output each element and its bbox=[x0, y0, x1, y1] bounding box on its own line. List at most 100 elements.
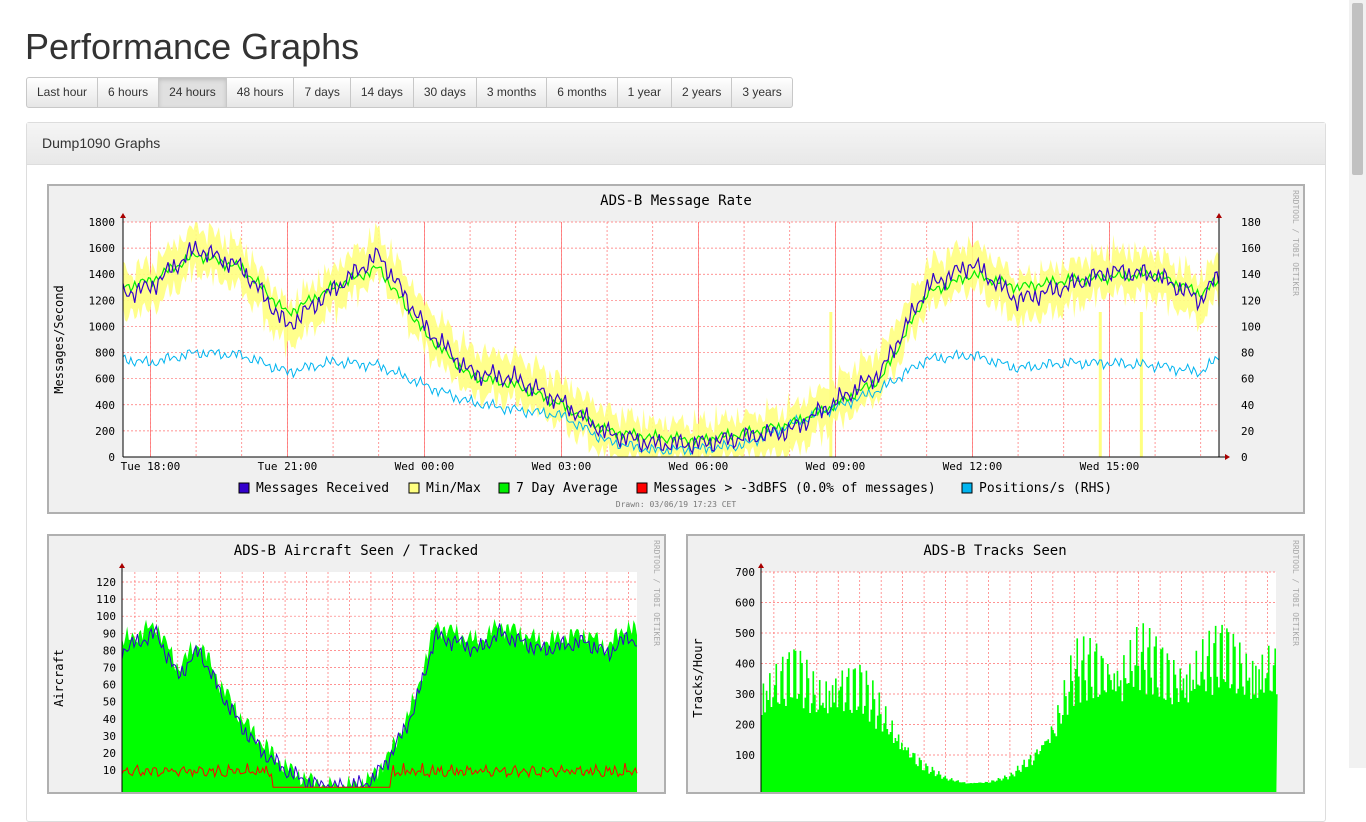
range-button-6-hours[interactable]: 6 hours bbox=[98, 78, 160, 107]
y2-tick-label: 40 bbox=[1241, 399, 1254, 412]
page-scrollbar[interactable] bbox=[1349, 0, 1366, 768]
range-button-7-days[interactable]: 7 days bbox=[294, 78, 351, 107]
minmax-dip bbox=[829, 312, 833, 457]
y-tick-label: 400 bbox=[735, 658, 755, 671]
y-tick-label: 300 bbox=[735, 688, 755, 701]
y-tick-label: 30 bbox=[103, 730, 116, 743]
time-range-button-group: Last hour 6 hours 24 hours 48 hours 7 days 14… bbox=[26, 77, 793, 108]
y2-tick-label: 80 bbox=[1241, 347, 1254, 360]
range-button-1-year[interactable]: 1 year bbox=[618, 78, 672, 107]
y-axis-label: Aircraft bbox=[52, 649, 66, 707]
y2-tick-label: 160 bbox=[1241, 242, 1261, 255]
aircraft-seen-chart: 10 20 30 40 50 60 70 80 90 100 110 120 ADS-B Aircraf… bbox=[52, 540, 661, 792]
range-button-14-days[interactable]: 14 days bbox=[351, 78, 414, 107]
scrollbar-thumb[interactable] bbox=[1352, 3, 1363, 175]
dump1090-graphs-panel: Dump1090 Graphs bbox=[26, 122, 1326, 822]
y2-tick-label: 120 bbox=[1241, 294, 1261, 307]
rrdtool-watermark: RRDTOOL / TOBI OETIKER bbox=[652, 540, 661, 646]
y-tick-label: 100 bbox=[735, 749, 755, 762]
legend-label: Messages Received bbox=[256, 481, 389, 496]
y-tick-label: 0 bbox=[108, 451, 115, 464]
chart-title: ADS-B Aircraft Seen / Tracked bbox=[234, 543, 478, 559]
y-tick-label: 600 bbox=[735, 597, 755, 610]
y-axis-arrow bbox=[758, 563, 764, 568]
y2-tick-label: 20 bbox=[1241, 425, 1254, 438]
minmax-dip bbox=[1139, 312, 1143, 457]
aircraft-seen-graph: 10 20 30 40 50 60 70 80 90 100 110 120 ADS-B Aircraf… bbox=[47, 534, 666, 794]
y-axis-label: Messages/Second bbox=[52, 285, 66, 393]
range-button-48-hours[interactable]: 48 hours bbox=[227, 78, 295, 107]
legend-label: 7 Day Average bbox=[516, 481, 618, 496]
message-rate-chart: Tue 18:00 Tue 21:00 Wed 00:00 Wed 03:00 Wed … bbox=[52, 190, 1300, 509]
legend-label: Min/Max bbox=[426, 481, 481, 496]
range-button-last-hour[interactable]: Last hour bbox=[27, 78, 99, 107]
range-button-30-days[interactable]: 30 days bbox=[414, 78, 477, 107]
y2-axis-arrow bbox=[1216, 213, 1222, 218]
y-tick-label: 200 bbox=[95, 425, 115, 438]
y2-tick-label: 180 bbox=[1241, 216, 1261, 229]
positions-series-line bbox=[122, 348, 1220, 456]
x-tick-label: Wed 03:00 bbox=[532, 460, 592, 473]
legend-swatch bbox=[408, 482, 420, 494]
y2-tick-label: 60 bbox=[1241, 373, 1254, 386]
y-tick-label: 40 bbox=[103, 713, 116, 726]
plot-area bbox=[123, 222, 1219, 457]
range-button-3-years[interactable]: 3 years bbox=[742, 85, 782, 99]
tracks-seen-chart: 100 200 300 400 500 600 700 ADS-B Tracks Seen Tr… bbox=[691, 540, 1300, 792]
minmax-dip bbox=[1098, 312, 1102, 457]
range-button-6-months[interactable]: 6 months bbox=[547, 78, 618, 107]
legend-label: Messages > -3dBFS (0.0% of messages) bbox=[654, 481, 936, 496]
y-tick-label: 90 bbox=[103, 627, 116, 640]
panel-heading: Dump1090 Graphs bbox=[27, 123, 1325, 165]
chart-title: ADS-B Message Rate bbox=[600, 193, 752, 209]
y-tick-label: 1000 bbox=[89, 320, 116, 333]
y-tick-label: 1600 bbox=[89, 242, 116, 255]
y2-tick-label: 140 bbox=[1241, 268, 1261, 281]
aircraft-seen-area bbox=[122, 618, 637, 792]
tracks-seen-graph: 100 200 300 400 500 600 700 ADS-B Tracks Seen Tr… bbox=[686, 534, 1305, 794]
x-tick-label: Wed 00:00 bbox=[395, 460, 455, 473]
legend-swatch bbox=[636, 482, 648, 494]
y-tick-label: 700 bbox=[735, 566, 755, 579]
x-axis-arrow bbox=[1225, 454, 1230, 460]
legend-label: Positions/s (RHS) bbox=[979, 481, 1112, 496]
y-tick-label: 1200 bbox=[89, 294, 116, 307]
avg-series-line bbox=[122, 250, 1220, 448]
y-tick-label: 80 bbox=[103, 644, 116, 657]
message-rate-graph: Tue 18:00 Tue 21:00 Wed 00:00 Wed 03:00 Wed … bbox=[47, 184, 1305, 514]
x-tick-label: Tue 18:00 bbox=[121, 460, 181, 473]
page-title: Performance Graphs bbox=[25, 26, 360, 67]
x-tick-label: Tue 21:00 bbox=[258, 460, 318, 473]
y-tick-label: 1800 bbox=[89, 216, 116, 229]
messages-series-line bbox=[122, 240, 1220, 456]
legend-swatch bbox=[238, 482, 250, 494]
x-tick-label: Wed 09:00 bbox=[806, 460, 866, 473]
y-axis-arrow bbox=[119, 563, 125, 568]
range-button-2-years[interactable]: 2 years bbox=[672, 78, 733, 107]
drawn-timestamp: Drawn: 03/06/19 17:23 CET bbox=[616, 500, 737, 509]
range-button-24-hours[interactable]: 24 hours bbox=[159, 78, 227, 107]
y-tick-label: 200 bbox=[735, 719, 755, 732]
y-tick-label: 500 bbox=[735, 627, 755, 640]
x-tick-label: Wed 12:00 bbox=[943, 460, 1003, 473]
y-tick-label: 400 bbox=[95, 399, 115, 412]
y-tick-label: 600 bbox=[95, 373, 115, 386]
y-tick-label: 1400 bbox=[89, 268, 116, 281]
minmax-band bbox=[123, 222, 1219, 457]
tracks-seen-bars bbox=[761, 623, 1278, 792]
y-tick-label: 20 bbox=[103, 747, 116, 760]
y-tick-label: 120 bbox=[96, 576, 116, 589]
rrdtool-watermark: RRDTOOL / TOBI OETIKER bbox=[1291, 190, 1300, 296]
y-axis-label: Tracks/Hour bbox=[691, 638, 705, 717]
y-tick-label: 110 bbox=[96, 593, 116, 606]
y2-tick-label: 100 bbox=[1241, 320, 1261, 333]
y-tick-label: 70 bbox=[103, 662, 116, 675]
legend-swatch bbox=[961, 482, 973, 494]
legend-swatch bbox=[498, 482, 510, 494]
y-tick-label: 100 bbox=[96, 610, 116, 623]
y2-tick-label: 0 bbox=[1241, 451, 1248, 464]
x-tick-label: Wed 06:00 bbox=[669, 460, 729, 473]
y-axis-arrow bbox=[120, 213, 126, 218]
y-tick-label: 10 bbox=[103, 764, 116, 777]
range-button-3-months[interactable]: 3 months bbox=[477, 78, 548, 107]
